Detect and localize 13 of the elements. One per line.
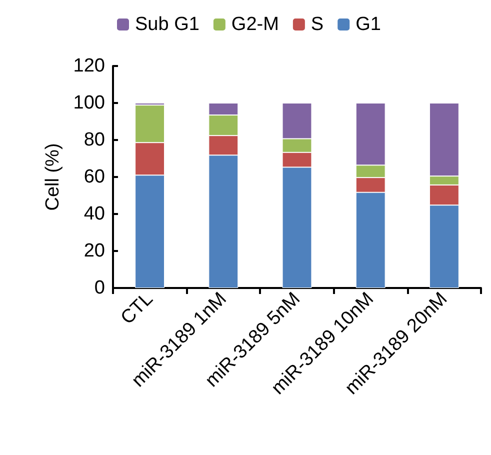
- y-axis-title: Cell (%): [42, 143, 64, 211]
- legend-label: G1: [356, 14, 381, 35]
- legend-label: G2-M: [231, 14, 279, 35]
- y-tick-label: 40: [84, 204, 105, 224]
- y-tick-label: 120: [73, 56, 105, 76]
- y-tick-label: 60: [84, 166, 105, 188]
- x-tick-label: CTL: [117, 288, 158, 329]
- y-tick-label: 80: [84, 130, 105, 150]
- y-tick-label: 0: [94, 278, 105, 298]
- y-tick-label: 20: [84, 240, 105, 262]
- legend-label: Sub G1: [135, 14, 200, 35]
- legend-label: S: [310, 14, 324, 35]
- y-tick-label: 100: [73, 92, 105, 114]
